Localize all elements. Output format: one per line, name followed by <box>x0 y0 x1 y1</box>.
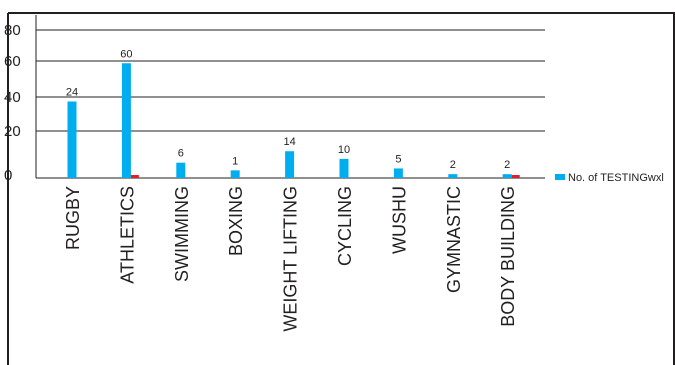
category-label: BOXING <box>226 186 246 256</box>
category-label: BODY BUILDING <box>498 186 518 327</box>
category-label: ATHLETICS <box>117 186 137 284</box>
bar-athletics <box>121 63 131 178</box>
bar-swimming <box>176 162 186 178</box>
bar-weight-lifting <box>285 151 295 178</box>
category-label: RUGBY <box>63 186 83 250</box>
y-tick-60: 60 <box>4 53 21 70</box>
category-labels: RUGBY ATHLETICS SWIMMING BOXING WEIGHT LIFTI… <box>63 186 518 332</box>
data-label: 10 <box>338 144 350 156</box>
bars <box>67 63 520 178</box>
data-label: 5 <box>395 153 401 165</box>
data-label: 24 <box>66 87 78 99</box>
y-tick-20: 20 <box>4 123 21 140</box>
bar-boxing <box>230 170 240 178</box>
bar-gymnastic <box>448 174 458 178</box>
bar-body-building <box>502 174 512 178</box>
category-label: GYMNASTIC <box>444 186 464 293</box>
bar-series2-body-building <box>511 175 520 178</box>
data-label: 1 <box>232 155 238 167</box>
legend: No. of TESTINGwxl <box>555 172 664 184</box>
data-label: 2 <box>504 159 510 171</box>
data-label: 2 <box>450 159 456 171</box>
category-label: SWIMMING <box>172 186 192 282</box>
category-label: WEIGHT LIFTING <box>281 186 301 332</box>
data-label: 6 <box>178 148 184 160</box>
y-tick-80: 80 <box>4 22 21 39</box>
category-label: WUSHU <box>389 186 409 254</box>
category-label: CYCLING <box>335 186 355 266</box>
bar-wushu <box>393 168 403 178</box>
data-label: 14 <box>283 136 295 148</box>
legend-label: No. of TESTINGwxl <box>568 172 664 184</box>
y-tick-40: 40 <box>4 89 21 106</box>
data-label: 60 <box>120 48 132 60</box>
data-labels: 24 60 6 1 14 10 5 2 2 <box>66 48 510 171</box>
bar-series2-athletics <box>130 175 139 178</box>
bar-cycling <box>339 158 349 178</box>
chart-frame <box>7 12 675 365</box>
bar-rugby <box>67 101 77 178</box>
legend-swatch <box>555 174 565 180</box>
